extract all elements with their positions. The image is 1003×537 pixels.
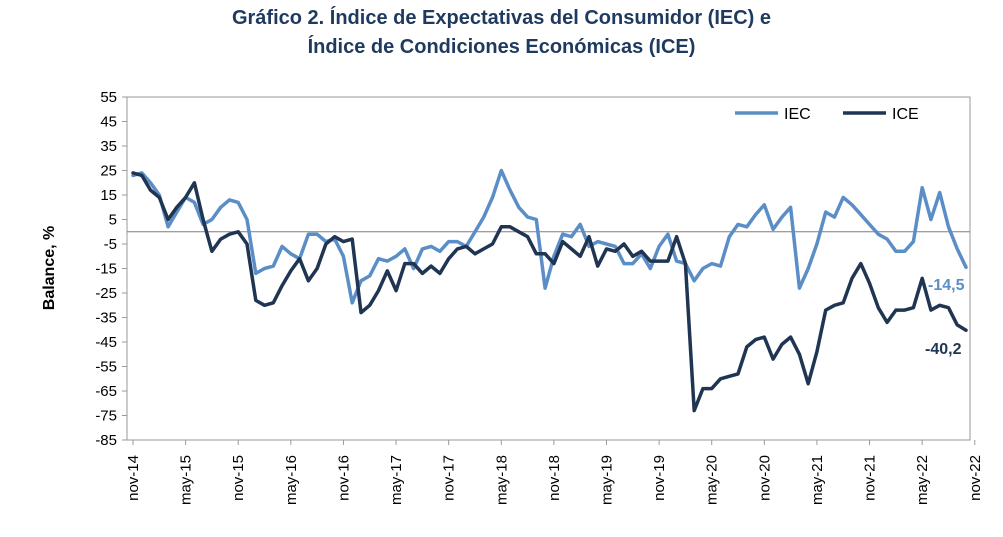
chart-title-line-1: Gráfico 2. Índice de Expectativas del Co… (231, 7, 772, 29)
x-tick-label: nov-18 (546, 455, 563, 501)
y-tick-label: -15 (95, 261, 117, 278)
end-label-iec: -14,5 (928, 277, 965, 294)
x-tick-label: nov-21 (862, 455, 879, 501)
x-tick-label: nov-16 (335, 455, 352, 501)
axes: 55 45 35 25 15 5 -5 -15 -25 -35 -45 -55 -65 -75 -85 nov… (95, 89, 983, 505)
y-tick-label: -55 (95, 359, 117, 376)
series-line-iec (131, 168, 968, 305)
y-tick-label: 5 (109, 212, 117, 229)
legend-label-iec: IEC (784, 106, 811, 123)
y-tick-label: 15 (100, 187, 117, 204)
y-tick-label: -75 (95, 408, 117, 425)
x-tick-label: nov-22 (967, 455, 984, 501)
x-tick-label: nov-19 (651, 455, 668, 501)
y-tick-label: 35 (100, 138, 117, 155)
y-tick-label: -85 (95, 432, 117, 449)
x-tick-label: nov-20 (756, 455, 773, 501)
y-tick-label: -35 (95, 310, 117, 327)
legend-label-ice: ICE (892, 106, 919, 123)
x-tick-label: may-15 (178, 455, 195, 505)
x-tick-label: may-16 (283, 455, 300, 505)
x-tick-label: may-21 (809, 455, 826, 505)
chart-title: Gráfico 2. Índice de Expectativas del Co… (0, 4, 1003, 62)
x-tick-label: may-19 (598, 455, 615, 505)
chart-title-line-2: Índice de Condiciones Económicas (ICE) (307, 36, 696, 58)
legend: IEC ICE (735, 106, 919, 123)
end-label-ice: -40,2 (925, 341, 962, 358)
series-layer: -14,5 -40,2 (131, 168, 968, 413)
y-tick-label: 25 (100, 163, 117, 180)
series-line-ice (131, 171, 968, 413)
x-tick-label: nov-17 (441, 455, 458, 501)
y-tick-label: -25 (95, 285, 117, 302)
y-tick-label: -45 (95, 334, 117, 351)
y-tick-label: 55 (100, 89, 117, 106)
x-tick-label: nov-14 (125, 455, 142, 501)
y-tick-label: -5 (104, 236, 117, 253)
y-tick-label: -65 (95, 383, 117, 400)
x-tick-label: nov-15 (230, 455, 247, 501)
x-tick-label: may-18 (493, 455, 510, 505)
y-tick-label: 45 (100, 114, 117, 131)
x-tick-label: may-22 (914, 455, 931, 505)
x-tick-label: may-17 (388, 455, 405, 505)
x-tick-label: may-20 (704, 455, 721, 505)
y-axis-label: Balance, % (41, 226, 58, 310)
